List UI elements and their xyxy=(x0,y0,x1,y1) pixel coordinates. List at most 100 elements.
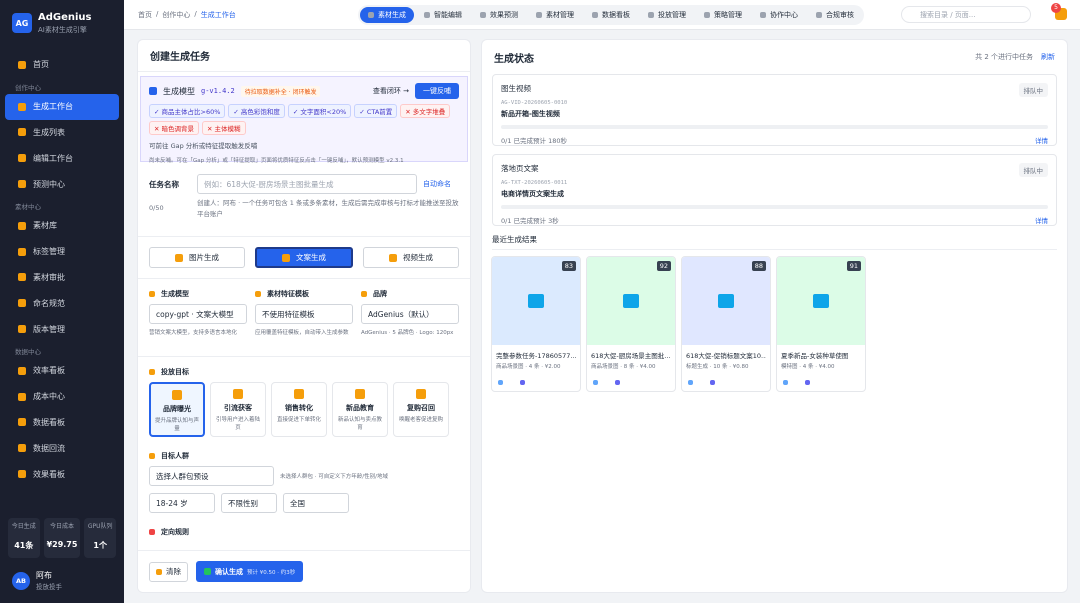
label: 目标人群 xyxy=(161,452,189,460)
tab[interactable]: 合规审核 xyxy=(808,7,862,23)
goal-card[interactable]: 品牌曝光 提升品牌认知与声量 xyxy=(149,382,205,437)
task-name-row: 任务名称 例如：618大促-厨房场景主图批量生成 自动命名 xyxy=(138,162,470,194)
detail-link[interactable]: 详情 xyxy=(1035,217,1048,225)
icon xyxy=(704,11,710,18)
search[interactable]: 搜索目录 / 页面... xyxy=(901,6,1031,23)
tab[interactable]: 策略管理 xyxy=(696,7,750,23)
task-card: 落地页文案 排队中 AG-TXT-20260605-0011 电商详情页文案生成 0/1… xyxy=(492,154,1057,226)
tab[interactable]: 数据看板 xyxy=(584,7,638,23)
task-input[interactable]: 例如：618大促-厨房场景主图批量生成 xyxy=(197,174,417,194)
loop-link[interactable]: 查看闭环 → xyxy=(372,87,409,95)
nav-label: 命名规范 xyxy=(33,298,65,308)
icon xyxy=(361,291,367,297)
footer: 清除 确认生成 预计 ¥0.50 · 约3秒 xyxy=(138,550,470,592)
stat-label: 今日生成 xyxy=(11,523,36,530)
goal-card[interactable]: 销售转化 直接促进下单转化 xyxy=(271,382,327,437)
stat: GPU队列 1个 xyxy=(84,518,116,558)
result-meta: 商品场景图 · 8 条 · ¥4.00 xyxy=(591,364,656,370)
result-name: 完整参数任务-17860577... xyxy=(496,352,576,360)
feedback-button[interactable]: 一键反哺 xyxy=(415,83,459,99)
nav-item[interactable]: 数据回流 xyxy=(5,435,119,461)
feature-tag: ✕ 多文字堆叠 xyxy=(400,104,451,118)
nav-label: 版本管理 xyxy=(33,324,65,334)
detail-link[interactable]: 详情 xyxy=(1035,137,1048,145)
submit-button[interactable]: 确认生成 预计 ¥0.50 · 约3秒 xyxy=(196,561,304,582)
label: 确认生成 xyxy=(215,567,243,576)
crumb[interactable]: 创作中心 xyxy=(162,10,191,19)
nav-item[interactable]: 标签管理 xyxy=(5,239,119,265)
tab[interactable]: 投放管理 xyxy=(640,7,694,23)
nav-item[interactable]: 效果看板 xyxy=(5,461,119,487)
brand: AdGenius xyxy=(38,12,92,23)
label: 清除 xyxy=(166,567,181,576)
mode-label: 图片生成 xyxy=(189,253,219,262)
nav-item[interactable]: 数据看板 xyxy=(5,410,119,436)
select[interactable]: 18-24 岁 xyxy=(149,493,215,513)
nav-item[interactable]: 效率看板 xyxy=(5,358,119,384)
refresh[interactable]: 刷新 xyxy=(1041,53,1055,61)
nav-item[interactable]: 素材库 xyxy=(5,213,119,239)
task-name: 新品开箱-图生视频 xyxy=(501,110,560,118)
summary: 共 2 个进行中任务 xyxy=(975,53,1033,61)
clear-button[interactable]: 清除 xyxy=(149,561,188,582)
select[interactable]: 选择人群包预设 xyxy=(149,466,274,486)
select[interactable]: copy-gpt · 文案大模型 xyxy=(149,304,247,324)
icon xyxy=(480,11,486,18)
progress-row: 0/1 已完成预计 180秒 详情 xyxy=(501,135,1048,145)
crumb[interactable]: 首页 xyxy=(138,10,152,19)
auto-name[interactable]: 自动命名 xyxy=(423,180,451,188)
nav-item[interactable]: 成本中心 xyxy=(5,384,119,410)
thumb-icon xyxy=(718,294,734,308)
tab[interactable]: 素材管理 xyxy=(528,7,582,23)
icon xyxy=(149,87,157,95)
nav-item[interactable]: 生成列表 xyxy=(5,120,119,146)
nav-item[interactable]: 版本管理 xyxy=(5,316,119,342)
result-card[interactable]: 83 完整参数任务-17860577... 商品场景图 · 4 条 · ¥2.00 xyxy=(491,256,581,392)
stat-value: 1个 xyxy=(93,541,107,550)
result-card[interactable]: 92 618大促-厨房场景主图批... 商品场景图 · 8 条 · ¥4.00 xyxy=(586,256,676,392)
icon xyxy=(389,253,397,262)
tab[interactable]: 智能编辑 xyxy=(416,7,470,23)
stat: 今日成本 ¥29.75 xyxy=(43,518,81,558)
mode-tab[interactable]: 图片生成 xyxy=(149,247,245,268)
select[interactable]: 全国 xyxy=(283,493,349,513)
goal-section: 投放目标 品牌曝光 提升品牌认知与声量 引流获客 引导用户进入着陆页 销售转化 直接促进下单… xyxy=(138,356,470,447)
panel-header: 生成状态 共 2 个进行中任务 刷新 xyxy=(482,40,1067,74)
nav-item[interactable]: 编辑工作台 xyxy=(5,145,119,171)
crumb[interactable]: 生成工作台 xyxy=(200,10,236,19)
user-text: 阿布 投放投手 xyxy=(36,570,62,591)
select[interactable]: 不使用特征模板 xyxy=(255,304,353,324)
hint: 可前往 Gap 分析或特征提取触发反哺 xyxy=(149,142,258,150)
mode-tab[interactable]: 视频生成 xyxy=(363,247,459,268)
task-note: 创建人：阿布 · 一个任务可包含 1 条或多条素材，生成后需完成审核与打标才能推… xyxy=(197,199,459,218)
user-role: 投放投手 xyxy=(36,583,62,591)
icon xyxy=(156,568,162,575)
goal-desc: 提升品牌认知与声量 xyxy=(154,418,199,432)
nav-item[interactable]: 生成工作台 xyxy=(5,93,119,120)
select[interactable]: 不限性别 xyxy=(221,493,277,513)
mode-tab[interactable]: 文案生成 xyxy=(255,247,353,268)
goal-card[interactable]: 新品教育 新品认知与卖点教育 xyxy=(332,382,388,437)
nav-item[interactable]: 预测中心 xyxy=(5,171,119,197)
feedback-box: 生成模型 g-v1.4.2 待拉取数据补全 · 闭环触发 查看闭环 → 一键反哺 ✓ 商品… xyxy=(140,76,468,164)
goal-card[interactable]: 复购召回 唤醒老客促进复购 xyxy=(393,382,449,437)
nav-item[interactable]: 命名规范 xyxy=(5,290,119,316)
task-card: 图生视频 排队中 AG-VID-20260605-0010 新品开箱-图生视频 0/1 … xyxy=(492,74,1057,146)
tab[interactable]: 协作中心 xyxy=(752,7,806,23)
result-card[interactable]: 91 夏季新品-女装种草使图 模特图 · 4 条 · ¥4.00 xyxy=(776,256,866,392)
tab-label: 策略管理 xyxy=(714,10,742,19)
version: g-v1.4.2 xyxy=(201,87,235,95)
tab[interactable]: 效果预测 xyxy=(472,7,526,23)
user[interactable]: AB 阿布 投放投手 xyxy=(12,570,62,591)
select[interactable]: AdGenius（默认） xyxy=(361,304,459,324)
goal-card[interactable]: 引流获客 引导用户进入着陆页 xyxy=(210,382,266,437)
result-card[interactable]: 88 618大促-促销标题文案10... 标题生成 · 10 条 · ¥0.80 xyxy=(681,256,771,392)
progress-bar xyxy=(501,205,1048,209)
section-title: 最近生成结果 xyxy=(492,234,1057,250)
tags: ✓ 商品主体占比>60% ✓ 高色彩饱和度 ✓ 文字面积<20% ✓ CTA前置 ✕ 多… xyxy=(149,104,459,135)
status-panel: 生成状态共 2 个进行中任务 刷新 图生视频 排队中 AG-VID-20260605-0… xyxy=(482,40,1067,592)
nav-item[interactable]: 素材审批 xyxy=(5,265,119,291)
nav-item[interactable]: 首页 xyxy=(5,52,119,78)
tab[interactable]: 素材生成 xyxy=(360,6,414,23)
results: 83 完整参数任务-17860577... 商品场景图 · 4 条 · ¥2.00 9… xyxy=(491,256,1058,392)
